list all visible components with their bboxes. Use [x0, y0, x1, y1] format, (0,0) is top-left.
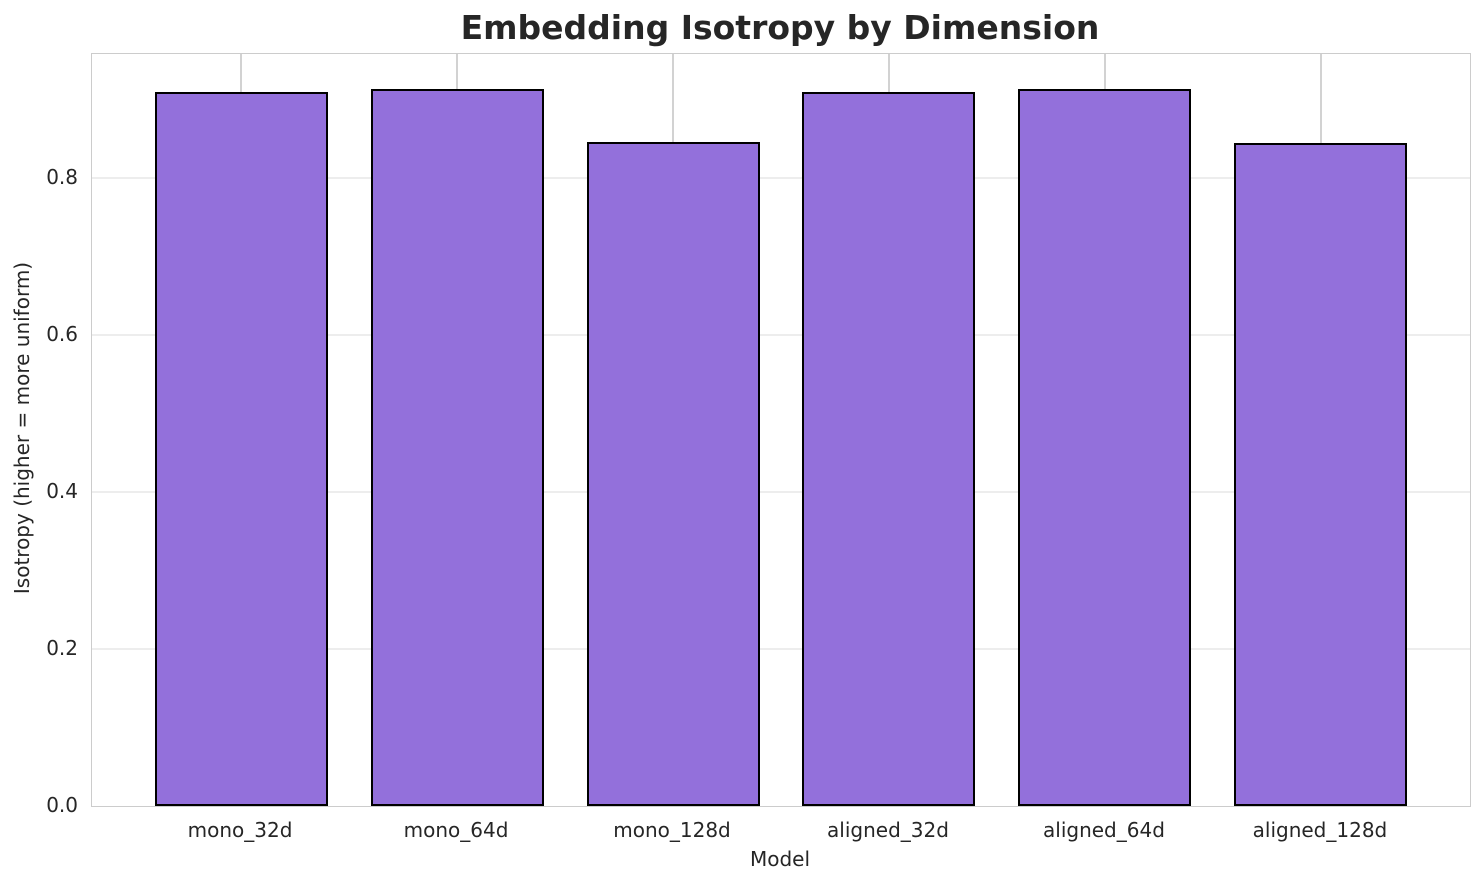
hgrid-line [92, 334, 1470, 337]
y-tick-label: 0.2 [46, 636, 78, 660]
hgrid-line [92, 177, 1470, 180]
y-tick-label: 0.0 [46, 793, 78, 817]
x-tick-label: aligned_32d [827, 818, 949, 842]
bar-mono_32d [154, 91, 328, 806]
plot-area [91, 53, 1471, 807]
x-tick-label: aligned_64d [1043, 818, 1165, 842]
y-tick-label: 0.4 [46, 479, 78, 503]
x-axis-label: Model [749, 847, 811, 871]
hgrid-line [92, 491, 1470, 494]
y-tick-label: 0.6 [46, 322, 78, 347]
x-tick-label: mono_32d [187, 818, 293, 842]
bar-mono_64d [370, 89, 544, 806]
y-tick-label: 0.8 [46, 165, 78, 190]
chart-title: Embedding Isotropy by Dimension [460, 8, 1100, 47]
bar-aligned_64d [1018, 89, 1192, 806]
hgrid-line [92, 648, 1470, 651]
bar-aligned_32d [802, 92, 976, 806]
bar-aligned_128d [1234, 142, 1408, 806]
x-tick-label: mono_64d [403, 818, 509, 842]
y-axis-label: Isotropy (higher = more uniform) [10, 261, 34, 595]
x-tick-label: mono_128d [613, 818, 731, 842]
x-tick-label: aligned_128d [1252, 818, 1388, 842]
bar-mono_128d [586, 141, 760, 806]
